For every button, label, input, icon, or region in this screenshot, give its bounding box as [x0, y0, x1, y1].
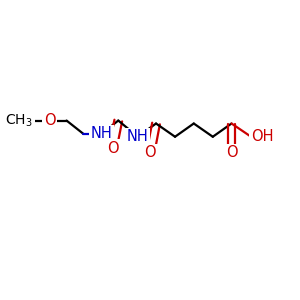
Text: CH$_3$: CH$_3$ [5, 112, 33, 129]
Text: O: O [107, 141, 118, 156]
Text: OH: OH [251, 129, 274, 144]
Text: O: O [44, 113, 56, 128]
Text: NH: NH [127, 129, 149, 144]
Text: O: O [145, 146, 156, 160]
Text: O: O [226, 146, 237, 160]
Text: NH: NH [91, 126, 112, 141]
